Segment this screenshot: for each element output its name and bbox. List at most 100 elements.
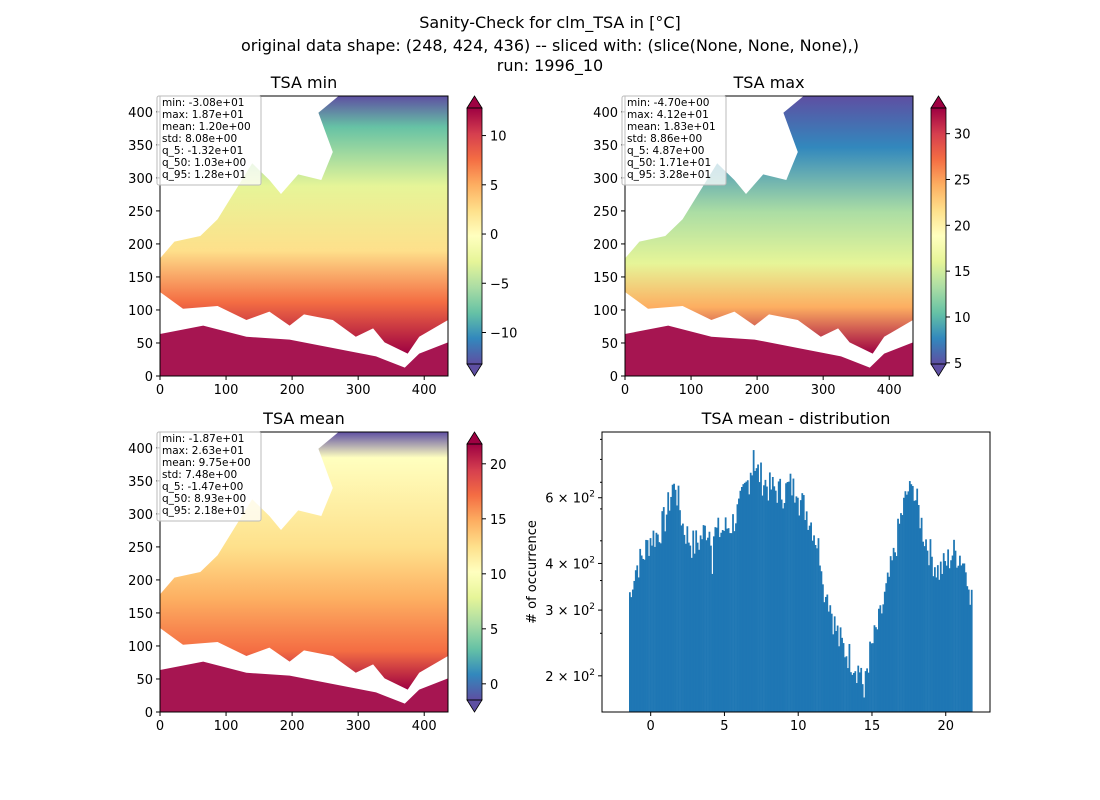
y-tick-label: 0 — [145, 370, 153, 385]
colorbar-frame — [466, 443, 483, 701]
histogram-bar — [664, 531, 667, 712]
y-tick-label: 0 — [610, 370, 618, 385]
colorbar-extend-max — [466, 431, 483, 445]
stats-line: q_50: 1.71e+01 — [627, 157, 711, 169]
map-africa-area — [625, 325, 913, 376]
colorbar-extend-max — [930, 95, 947, 109]
histogram-bar — [661, 511, 664, 712]
histogram-bar — [863, 697, 866, 712]
stats-line: max: 1.87e+01 — [162, 109, 244, 121]
histogram-bar — [964, 572, 967, 712]
histogram-bar — [705, 540, 708, 712]
histogram-bar — [926, 550, 929, 712]
histogram-bar — [768, 472, 771, 712]
y-tick-label: 50 — [136, 337, 153, 352]
histogram-bar — [668, 510, 671, 712]
histogram-bar — [967, 589, 970, 712]
histogram-bar — [695, 530, 698, 712]
histogram-bar — [855, 683, 858, 712]
map-land-area — [625, 96, 913, 354]
histogram-bar — [829, 605, 832, 712]
histogram-bar — [642, 558, 645, 712]
stats-line: q_95: 2.18e+01 — [162, 505, 246, 517]
map-land-area — [160, 96, 448, 354]
histogram-bar — [755, 468, 758, 712]
histogram-bar — [796, 497, 799, 712]
histogram-bar — [714, 527, 717, 712]
histogram-bar — [932, 576, 935, 712]
histogram-bar — [900, 513, 902, 712]
histogram-bar — [894, 552, 896, 712]
histogram-bar — [652, 530, 655, 712]
histogram-bar — [639, 548, 642, 712]
histogram-bar — [830, 613, 833, 712]
histogram-bar — [659, 543, 662, 712]
axes-frame — [159, 431, 449, 713]
histogram-bar — [882, 604, 885, 712]
histogram-bar — [956, 567, 958, 712]
histogram-bar — [897, 518, 899, 712]
x-tick-label: 300 — [811, 383, 836, 398]
y-tick-label: 50 — [136, 673, 153, 688]
histogram-bar — [904, 491, 907, 712]
histogram-bar — [761, 495, 764, 712]
histogram-bar — [858, 672, 861, 712]
x-tick-label: 100 — [214, 719, 239, 734]
histogram-bar — [680, 525, 683, 712]
y-axis-label: # of occurrence — [525, 520, 540, 624]
histogram-bar — [754, 470, 757, 712]
histogram-bar — [662, 507, 665, 712]
map-panel-2: TSA max 0 100 200 300 400 0 50 100 150 200 250 300 35… — [593, 73, 970, 398]
histogram-bar — [721, 530, 724, 712]
colorbar-tick-label: −10 — [490, 326, 517, 341]
histogram-bar — [917, 505, 920, 712]
panel-title: TSA max — [732, 73, 804, 92]
histogram-bar — [860, 667, 863, 712]
histogram-bar — [839, 627, 842, 712]
y-tick-label: 4 × 102 — [545, 555, 595, 572]
histogram-bar — [950, 560, 952, 712]
histogram-bar — [935, 577, 938, 712]
histogram-bar — [766, 486, 768, 712]
histogram-bar — [824, 596, 827, 712]
stats-box-frame — [156, 95, 262, 186]
histogram-bar — [794, 502, 796, 712]
colorbar-tick-label: 5 — [490, 623, 498, 638]
histogram-bar — [823, 602, 826, 712]
histogram-bar — [878, 608, 880, 712]
histogram-bar — [649, 538, 652, 712]
histogram-bar — [743, 482, 746, 712]
x-tick-label: 100 — [214, 383, 239, 398]
colorbar-extend-max — [466, 95, 483, 109]
histogram-bar — [820, 571, 823, 712]
stats-line: q_5: 4.87e+00 — [627, 145, 704, 157]
histogram-bar — [841, 637, 843, 712]
histogram-bar — [907, 491, 910, 712]
histogram-bar — [969, 604, 972, 712]
histogram-bar — [903, 497, 905, 712]
x-tick-label: 400 — [412, 383, 437, 398]
histogram-bar — [723, 530, 726, 712]
histogram-bar — [942, 553, 945, 712]
histogram-bar — [739, 490, 742, 712]
histogram-bar — [883, 591, 886, 712]
histogram-bar — [708, 531, 711, 712]
histogram-bar — [813, 535, 815, 712]
histogram-bar — [847, 668, 849, 712]
x-tick-label: 300 — [346, 719, 371, 734]
histogram-bar — [925, 539, 927, 712]
histogram-bar — [757, 464, 759, 712]
y-tick-label: 100 — [128, 640, 153, 655]
x-tick-label: 200 — [745, 383, 770, 398]
histogram-bar — [886, 572, 889, 712]
histogram-bar — [941, 573, 944, 712]
histogram-bar — [679, 510, 681, 712]
y-tick-label: 300 — [128, 172, 153, 187]
x-tick-label: 5 — [720, 719, 728, 734]
histogram-bar — [771, 476, 774, 712]
stats-line: q_50: 8.93e+00 — [162, 493, 246, 505]
histogram-panel: TSA mean - distribution 0 5 10 15 20 2 × 102 3 … — [525, 409, 991, 734]
histogram-bar — [822, 584, 824, 712]
histogram-bar — [891, 560, 894, 712]
